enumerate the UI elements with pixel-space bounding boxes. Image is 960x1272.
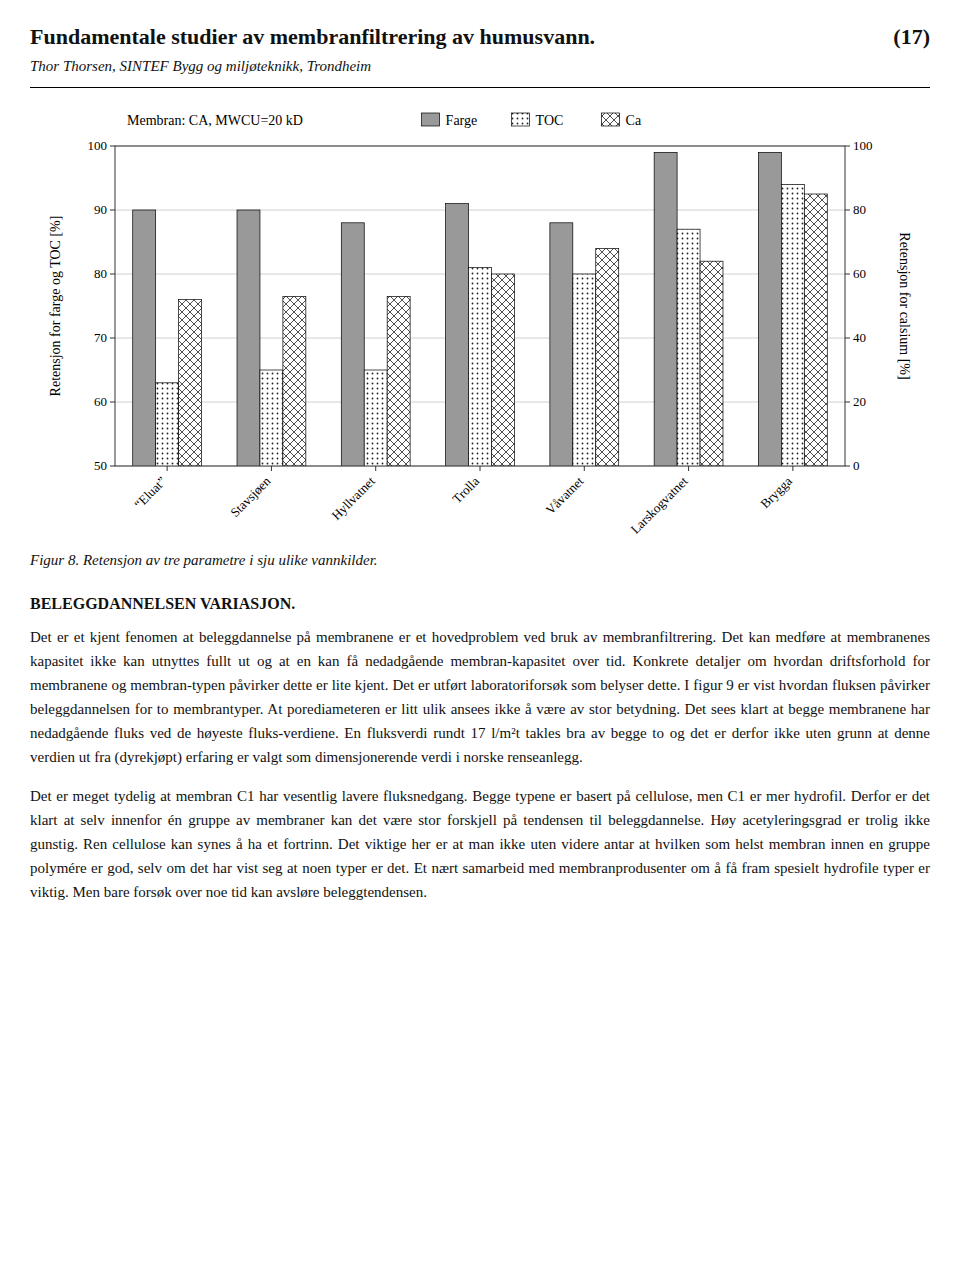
y2-tick-label: 60: [853, 266, 866, 281]
y-tick: [110, 466, 115, 467]
x-tick-label: “Eluat”: [131, 473, 169, 511]
grid-line: [115, 210, 845, 211]
x-tick: [792, 466, 793, 471]
bar: [237, 210, 260, 466]
bar: [491, 274, 514, 466]
paragraph: Det er et kjent fenomen at beleggdannels…: [30, 625, 930, 769]
bar: [179, 300, 202, 466]
x-tick: [375, 466, 376, 471]
y-tick: [110, 210, 115, 211]
y-tick: [110, 402, 115, 403]
legend-label: Farge: [446, 113, 478, 128]
x-tick-label: Hyllvatnet: [328, 473, 378, 523]
subtitle: Thor Thorsen, SINTEF Bygg og miljøteknik…: [30, 58, 930, 75]
x-tick-label: Larskogvatnet: [627, 473, 690, 536]
y-axis-label: Retensjon for farge og TOC [%]: [48, 216, 63, 397]
header-row: Fundamentale studier av membranfiltrerin…: [30, 24, 930, 50]
y-tick: [110, 338, 115, 339]
y-tick: [110, 274, 115, 275]
y2-tick: [845, 146, 850, 147]
section-title: BELEGGDANNELSEN VARIASJON.: [30, 595, 930, 613]
page: Fundamentale studier av membranfiltrerin…: [0, 0, 960, 904]
x-tick-label: Stavsjøen: [227, 473, 274, 520]
x-tick: [584, 466, 585, 471]
y-tick: [110, 146, 115, 147]
bar: [550, 223, 573, 466]
x-tick-label: Trolla: [449, 473, 482, 506]
y2-tick: [845, 402, 850, 403]
x-tick: [271, 466, 272, 471]
title: Fundamentale studier av membranfiltrerin…: [30, 24, 595, 50]
bar: [341, 223, 364, 466]
bar: [781, 184, 804, 466]
bar: [260, 370, 283, 466]
legend-swatch: [512, 113, 530, 126]
x-tick-label: Våvatnet: [543, 473, 587, 517]
bar: [387, 296, 410, 466]
y2-tick: [845, 338, 850, 339]
legend-swatch: [602, 113, 620, 126]
header: Fundamentale studier av membranfiltrerin…: [30, 24, 930, 88]
x-tick-label: Brygga: [757, 473, 795, 511]
y-tick-label: 80: [94, 266, 107, 281]
title-number: (17): [893, 24, 930, 50]
x-tick: [480, 466, 481, 471]
y-tick-label: 60: [94, 394, 107, 409]
y2-tick-label: 100: [853, 138, 873, 153]
y2-tick: [845, 210, 850, 211]
y2-tick: [845, 466, 850, 467]
bar: [469, 268, 492, 466]
legend-label: TOC: [536, 113, 564, 128]
plot-frame: [115, 146, 845, 466]
bars: [133, 152, 828, 466]
legend-title: Membran: CA, MWCU=20 kD: [127, 113, 303, 128]
y2-axis-label: Retensjon for calsium [%]: [897, 232, 912, 379]
bar: [573, 274, 596, 466]
y-tick-label: 50: [94, 458, 107, 473]
paragraph: Det er meget tydelig at membran C1 har v…: [30, 784, 930, 904]
header-rule: [30, 87, 930, 88]
x-tick: [688, 466, 689, 471]
legend-swatch: [422, 113, 440, 126]
y2-tick: [845, 274, 850, 275]
bar: [758, 152, 781, 466]
bar: [654, 152, 677, 466]
bar: [364, 370, 387, 466]
y2-tick-label: 20: [853, 394, 866, 409]
chart: 50 60 70 80 90 100 0 20 40 60 80 100 “Eluat” Stavsjøe…: [30, 96, 930, 546]
y-tick-label: 70: [94, 330, 107, 345]
y-tick-label: 100: [88, 138, 108, 153]
bar: [677, 229, 700, 466]
caption: Figur 8. Retensjon av tre parametre i sj…: [30, 552, 930, 569]
y2-tick-label: 80: [853, 202, 866, 217]
bar: [596, 248, 619, 466]
bar: [446, 204, 469, 466]
bar: [283, 296, 306, 466]
bar: [156, 383, 179, 466]
y2-tick-label: 0: [853, 458, 860, 473]
bar: [804, 194, 827, 466]
legend-label: Ca: [626, 113, 642, 128]
x-tick: [167, 466, 168, 471]
bar: [700, 261, 723, 466]
y-tick-label: 90: [94, 202, 107, 217]
y2-tick-label: 40: [853, 330, 866, 345]
bar: [133, 210, 156, 466]
